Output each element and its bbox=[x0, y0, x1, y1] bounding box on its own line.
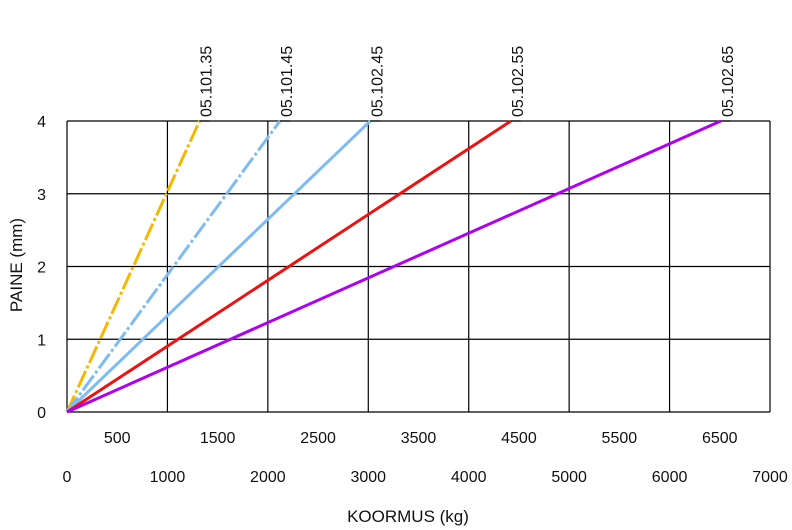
x-tick-label: 7000 bbox=[752, 469, 788, 486]
x-tick-label-secondary: 2500 bbox=[300, 430, 336, 447]
x-tick-label-secondary: 1500 bbox=[200, 430, 236, 447]
x-tick-label: 1000 bbox=[150, 469, 186, 486]
series-lines bbox=[65, 119, 722, 414]
x-axis-label: KOORMUS (kg) bbox=[347, 507, 469, 526]
x-tick-label-secondary: 5500 bbox=[602, 430, 638, 447]
series-labels: 05.101.35 05.101.45 05.102.45 05.102.55 05.1… bbox=[199, 46, 737, 122]
x-tick-label: 0 bbox=[63, 469, 72, 486]
x-axis-ticks: 0 1000 2000 3000 4000 5000 6000 7000 500 1500 2500… bbox=[63, 430, 788, 486]
series-line bbox=[65, 119, 372, 414]
y-axis-label: PAINE (mm) bbox=[7, 218, 26, 312]
x-tick-label: 5000 bbox=[551, 469, 587, 486]
x-tick-label: 2000 bbox=[250, 469, 286, 486]
series-line bbox=[65, 120, 201, 413]
x-tick-label-secondary: 3500 bbox=[401, 430, 437, 447]
x-tick-label: 4000 bbox=[451, 469, 487, 486]
y-tick-label: 1 bbox=[37, 332, 46, 349]
series-line bbox=[66, 119, 512, 414]
x-tick-label-secondary: 6500 bbox=[702, 430, 738, 447]
series-label: 05.101.35 bbox=[199, 46, 216, 117]
series-label: 05.102.65 bbox=[720, 46, 737, 117]
series-line bbox=[65, 120, 282, 413]
x-tick-label: 6000 bbox=[652, 469, 688, 486]
y-tick-label: 4 bbox=[37, 114, 46, 131]
series-label: 05.101.45 bbox=[279, 46, 296, 117]
series-label: 05.102.55 bbox=[510, 46, 527, 117]
x-tick-label-secondary: 4500 bbox=[501, 430, 537, 447]
y-axis-ticks: 0 1 2 3 4 bbox=[37, 114, 46, 422]
x-tick-label-secondary: 500 bbox=[104, 430, 131, 447]
y-tick-label: 3 bbox=[37, 187, 46, 204]
y-tick-label: 0 bbox=[37, 405, 46, 422]
y-tick-label: 2 bbox=[37, 260, 46, 277]
series-line bbox=[66, 119, 722, 414]
grid bbox=[66, 120, 771, 413]
x-tick-label: 3000 bbox=[350, 469, 386, 486]
series-label: 05.102.45 bbox=[369, 46, 386, 117]
